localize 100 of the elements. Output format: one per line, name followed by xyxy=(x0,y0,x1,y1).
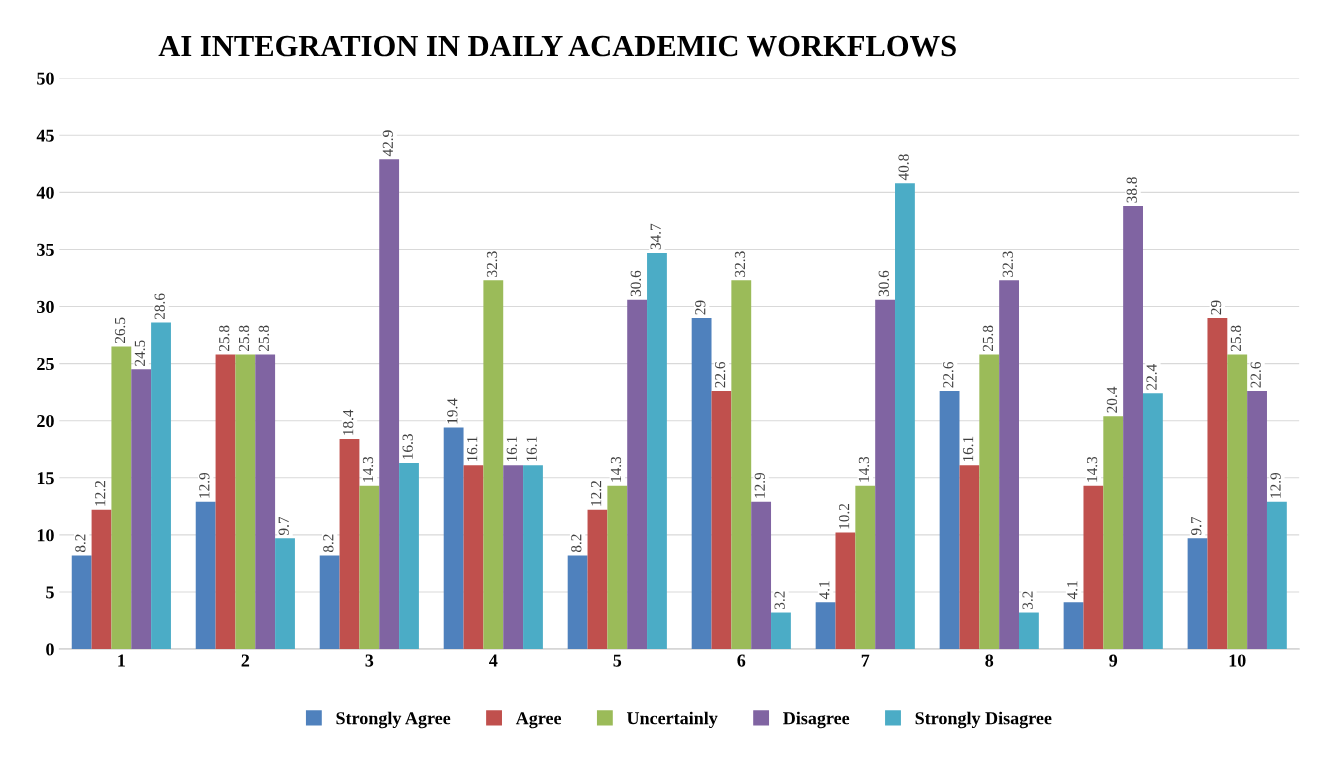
x-tick-label: 4 xyxy=(489,654,498,667)
bar xyxy=(771,612,791,650)
x-tick-label: 5 xyxy=(613,654,622,667)
legend-label: Uncertainly xyxy=(626,711,718,729)
bar xyxy=(443,427,464,650)
data-label: 28.6 xyxy=(154,293,165,320)
data-label: 18.4 xyxy=(343,409,354,435)
data-label: 14.3 xyxy=(858,456,870,482)
x-tick-label: 7 xyxy=(861,654,870,667)
bar xyxy=(979,354,1000,650)
bar xyxy=(1142,393,1163,650)
data-label: 30.6 xyxy=(630,270,642,297)
data-label: 29 xyxy=(1210,300,1222,315)
chart-title: AI INTEGRATION IN DAILY ACADEMIC WORKFLOWS xyxy=(158,35,956,57)
data-label: 16.3 xyxy=(402,434,413,459)
bar xyxy=(647,252,667,650)
bar xyxy=(503,465,524,650)
x-tick-label: 8 xyxy=(985,654,994,667)
x-tick-label: 1 xyxy=(118,654,125,667)
bar xyxy=(815,602,836,650)
data-label: 32.3 xyxy=(1002,251,1013,277)
legend-label: Disagree xyxy=(783,711,850,729)
data-label: 12.9 xyxy=(754,472,766,498)
bar xyxy=(1247,391,1267,650)
data-label: 4.1 xyxy=(819,581,830,600)
x-tick-label: 2 xyxy=(241,654,250,667)
bar xyxy=(1266,501,1287,650)
data-label: 25.8 xyxy=(258,325,270,352)
data-label: 12.2 xyxy=(591,481,602,506)
bar xyxy=(691,317,712,650)
y-tick-label: 0 xyxy=(46,643,54,656)
bar xyxy=(151,322,171,650)
legend-label: Agree xyxy=(515,712,562,729)
bar xyxy=(711,391,732,650)
data-label: 25.8 xyxy=(1230,325,1242,352)
bar xyxy=(255,354,276,650)
data-label: 24.5 xyxy=(134,340,146,366)
data-label: 16.1 xyxy=(506,436,518,462)
bar xyxy=(607,485,628,650)
data-label: 32.3 xyxy=(734,251,746,277)
data-label: 26.5 xyxy=(114,317,126,344)
data-label: 9.7 xyxy=(1191,516,1202,536)
data-label: 25.8 xyxy=(982,325,994,352)
data-label: 8.2 xyxy=(75,534,86,553)
bar xyxy=(195,501,216,650)
y-tick-label: 5 xyxy=(46,586,54,599)
data-label: 20.4 xyxy=(1106,386,1118,413)
data-label: 22.4 xyxy=(1146,364,1157,390)
data-label: 34.7 xyxy=(650,223,661,250)
y-tick-label: 25 xyxy=(37,357,54,371)
y-tick-label: 20 xyxy=(37,414,54,428)
bar xyxy=(379,159,400,650)
data-label: 42.9 xyxy=(382,130,394,157)
data-label: 16.1 xyxy=(467,436,478,462)
legend-label: Strongly Agree xyxy=(336,711,451,729)
y-tick-label: 30 xyxy=(37,300,54,313)
data-label: 22.6 xyxy=(1250,361,1261,388)
data-label: 4.1 xyxy=(1067,581,1078,600)
bar xyxy=(1103,416,1124,650)
data-label: 14.3 xyxy=(610,456,622,482)
bar xyxy=(359,485,380,650)
bar xyxy=(131,369,152,650)
bar xyxy=(751,501,772,650)
y-tick-label: 40 xyxy=(36,186,54,199)
bar xyxy=(855,485,876,650)
data-label: 3.2 xyxy=(1022,591,1033,610)
legend-label: Strongly Disagree xyxy=(915,711,1052,729)
data-label: 16.1 xyxy=(526,436,537,462)
bar xyxy=(731,280,752,650)
data-label: 30.6 xyxy=(878,270,889,297)
x-tick-label: 3 xyxy=(365,654,374,667)
bar xyxy=(1123,206,1143,650)
bar xyxy=(939,391,960,650)
data-label: 8.2 xyxy=(323,534,334,553)
data-label: 29 xyxy=(695,300,706,315)
y-tick-label: 10 xyxy=(37,529,54,542)
data-label: 9.7 xyxy=(278,516,289,536)
data-label: 8.2 xyxy=(571,534,582,553)
y-tick-label: 35 xyxy=(37,243,54,256)
data-label: 16.1 xyxy=(962,436,974,462)
data-label: 22.6 xyxy=(715,361,726,388)
data-label: 14.3 xyxy=(362,456,374,482)
bar xyxy=(483,280,504,650)
data-label: 3.2 xyxy=(774,591,785,610)
bar xyxy=(319,555,340,650)
y-tick-label: 15 xyxy=(37,472,54,485)
bar xyxy=(627,299,648,650)
data-label: 12.9 xyxy=(199,472,210,498)
bar xyxy=(1083,485,1104,650)
bar xyxy=(1207,317,1228,650)
data-label: 25.8 xyxy=(219,325,230,352)
bar xyxy=(339,438,360,650)
data-label: 38.8 xyxy=(1126,177,1137,203)
x-tick-label: 10 xyxy=(1229,654,1246,667)
data-label: 40.8 xyxy=(898,154,909,181)
data-label: 19.4 xyxy=(447,398,458,424)
bar xyxy=(1063,602,1084,650)
bar xyxy=(1227,354,1248,650)
bar xyxy=(567,555,588,650)
data-label: 22.6 xyxy=(943,361,954,388)
